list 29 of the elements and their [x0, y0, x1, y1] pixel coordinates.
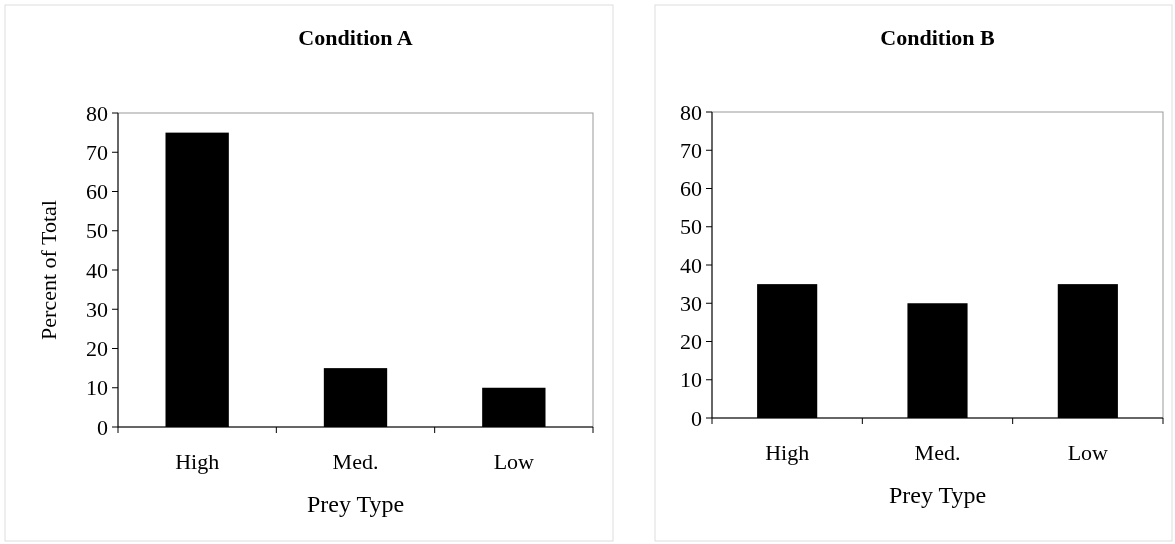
y-tick-label: 20: [86, 336, 108, 362]
x-tick-label: High: [765, 440, 810, 465]
x-tick-label: Med.: [332, 449, 379, 474]
x-axis-title: Prey Type: [888, 482, 987, 508]
y-axis-title: Percent of Total: [36, 200, 61, 340]
y-tick-label: 70: [680, 137, 702, 163]
y-tick-label: 40: [86, 257, 108, 283]
y-tick-label: 70: [86, 139, 108, 165]
y-tick-label: 80: [86, 100, 108, 126]
x-tick-label: Med.: [914, 440, 961, 465]
y-tick-label: 0: [691, 405, 702, 431]
chart-title: Condition A: [298, 25, 413, 50]
x-tick-label: High: [175, 449, 220, 474]
y-tick-label: 40: [680, 252, 702, 278]
x-axis-title: Prey Type: [306, 491, 405, 517]
y-tick-label: 60: [680, 176, 702, 202]
x-tick-label: Low: [493, 449, 535, 474]
y-tick-label: 30: [86, 296, 108, 322]
x-tick-label: Low: [1067, 440, 1109, 465]
y-tick-label: 10: [680, 367, 702, 393]
chart-title: Condition B: [880, 25, 995, 50]
y-tick-label: 10: [86, 375, 108, 401]
y-tick-label: 60: [86, 179, 108, 205]
y-tick-label: 80: [680, 99, 702, 125]
y-tick-label: 50: [86, 218, 108, 244]
y-tick-label: 50: [680, 214, 702, 240]
y-tick-label: 30: [680, 290, 702, 316]
y-tick-label: 20: [680, 329, 702, 355]
y-tick-label: 0: [97, 414, 108, 440]
